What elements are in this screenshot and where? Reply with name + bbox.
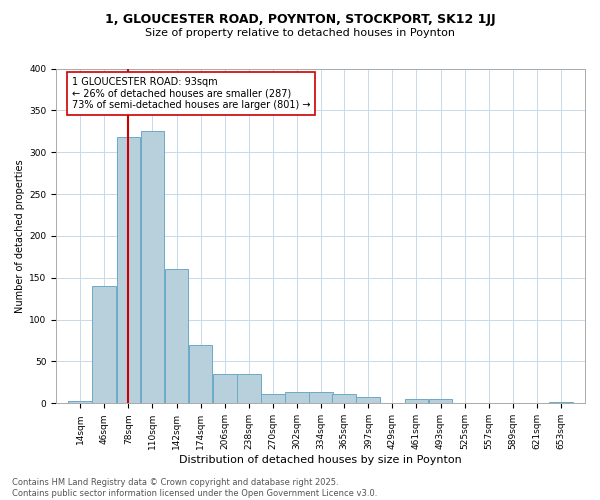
Bar bbox=[92, 286, 116, 404]
Bar bbox=[356, 398, 380, 404]
Text: Size of property relative to detached houses in Poynton: Size of property relative to detached ho… bbox=[145, 28, 455, 38]
Bar bbox=[285, 392, 309, 404]
Bar bbox=[140, 132, 164, 404]
Bar bbox=[164, 270, 188, 404]
Text: 1 GLOUCESTER ROAD: 93sqm
← 26% of detached houses are smaller (287)
73% of semi-: 1 GLOUCESTER ROAD: 93sqm ← 26% of detach… bbox=[71, 77, 310, 110]
Bar bbox=[429, 399, 452, 404]
Bar bbox=[116, 137, 140, 404]
Text: Contains HM Land Registry data © Crown copyright and database right 2025.
Contai: Contains HM Land Registry data © Crown c… bbox=[12, 478, 377, 498]
Y-axis label: Number of detached properties: Number of detached properties bbox=[15, 159, 25, 312]
Bar bbox=[332, 394, 356, 404]
Bar bbox=[261, 394, 284, 404]
Bar bbox=[68, 401, 92, 404]
Bar bbox=[309, 392, 333, 404]
Bar bbox=[549, 402, 573, 404]
X-axis label: Distribution of detached houses by size in Poynton: Distribution of detached houses by size … bbox=[179, 455, 462, 465]
Bar bbox=[453, 402, 476, 404]
Text: 1, GLOUCESTER ROAD, POYNTON, STOCKPORT, SK12 1JJ: 1, GLOUCESTER ROAD, POYNTON, STOCKPORT, … bbox=[104, 12, 496, 26]
Bar bbox=[237, 374, 260, 404]
Bar bbox=[404, 399, 428, 404]
Bar bbox=[213, 374, 236, 404]
Bar bbox=[189, 344, 212, 404]
